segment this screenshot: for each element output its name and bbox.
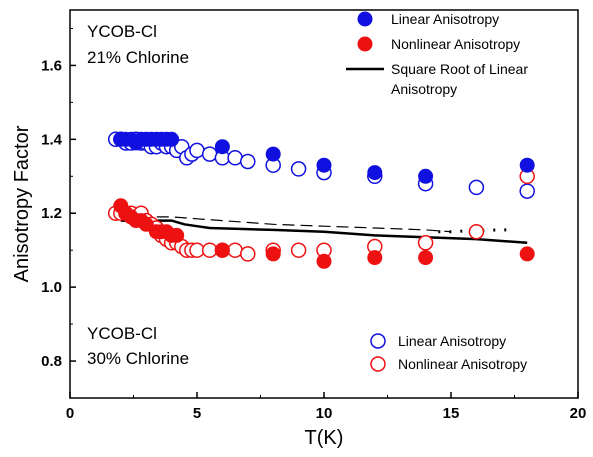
x-tick-label: 10 xyxy=(316,405,333,422)
point-nonlinear-21 xyxy=(418,250,434,266)
legend-marker-nonlinear-21 xyxy=(357,36,373,52)
point-nonlinear-21 xyxy=(316,253,332,269)
annotation-top-line-1: YCOB-Cl xyxy=(87,22,157,41)
point-linear-21 xyxy=(418,168,434,184)
legend-marker-nonlinear-30 xyxy=(370,356,386,372)
y-axis-title: Anisotropy Factor xyxy=(11,125,33,282)
point-nonlinear-21 xyxy=(214,242,230,258)
x-tick-label: 20 xyxy=(570,405,587,422)
point-nonlinear-21 xyxy=(169,227,185,243)
series-line-sqrt-21 xyxy=(120,219,528,245)
legend-bottom: Linear Anisotropy Nonlinear Anisotropy xyxy=(370,333,527,372)
y-tick-label: 1.4 xyxy=(41,131,63,148)
x-tick-label: 0 xyxy=(66,405,74,422)
point-nonlinear-30 xyxy=(189,242,205,258)
legend-marker-linear-21 xyxy=(357,11,373,27)
y-tick-label: 1.2 xyxy=(41,205,62,222)
x-axis-title: T(K) xyxy=(305,427,344,449)
point-linear-30 xyxy=(519,183,535,199)
point-linear-30 xyxy=(201,146,218,162)
point-linear-30 xyxy=(468,179,485,196)
point-linear-30 xyxy=(189,142,205,159)
series-line-dots-30 xyxy=(438,228,515,234)
x-tick-label: 5 xyxy=(193,405,201,422)
point-linear-30 xyxy=(227,150,243,166)
point-nonlinear-21 xyxy=(367,250,383,266)
y-tick-label: 0.8 xyxy=(41,353,62,370)
annotation-top-line-2: 21% Chlorine xyxy=(87,48,189,67)
point-nonlinear-30 xyxy=(417,235,434,251)
legend-top: Linear Anisotropy Nonlinear Anisotropy S… xyxy=(346,11,528,97)
y-tick-label: 1.0 xyxy=(41,279,62,296)
annotation-bottom-line-2: 30% Chlorine xyxy=(87,349,189,368)
point-nonlinear-30 xyxy=(468,223,485,240)
legend-label-sqrt-21-line-2: Anisotropy xyxy=(391,81,457,97)
x-tick-label: 15 xyxy=(443,405,460,422)
point-linear-30 xyxy=(290,161,307,177)
legend-label-linear-30: Linear Anisotropy xyxy=(398,333,506,349)
axis-ticks: 0 5 10 15 20 0.8 1.0 1.2 1.4 1.6 xyxy=(41,27,587,422)
point-linear-21 xyxy=(214,139,230,155)
point-linear-21 xyxy=(519,157,535,173)
legend-label-linear-21: Linear Anisotropy xyxy=(391,11,499,27)
series-line-sqrt-30 xyxy=(120,216,452,233)
point-nonlinear-30 xyxy=(227,242,243,258)
point-nonlinear-30 xyxy=(240,246,256,262)
legend-label-nonlinear-30: Nonlinear Anisotropy xyxy=(398,356,527,372)
point-linear-21 xyxy=(164,131,180,147)
series-layer xyxy=(107,131,535,269)
point-linear-21 xyxy=(316,157,332,173)
legend-marker-linear-30 xyxy=(370,333,386,349)
point-nonlinear-30 xyxy=(201,242,218,258)
point-nonlinear-21 xyxy=(519,246,535,262)
legend-label-sqrt-21-line-1: Square Root of Linear xyxy=(391,61,528,77)
point-nonlinear-30 xyxy=(290,242,307,258)
point-linear-30 xyxy=(240,153,256,170)
point-linear-21 xyxy=(265,146,281,162)
point-linear-21 xyxy=(367,165,383,181)
legend-label-nonlinear-21: Nonlinear Anisotropy xyxy=(391,36,520,52)
annotation-bottom-line-1: YCOB-Cl xyxy=(87,324,157,343)
y-tick-label: 1.6 xyxy=(41,57,62,74)
point-nonlinear-21 xyxy=(265,246,281,262)
